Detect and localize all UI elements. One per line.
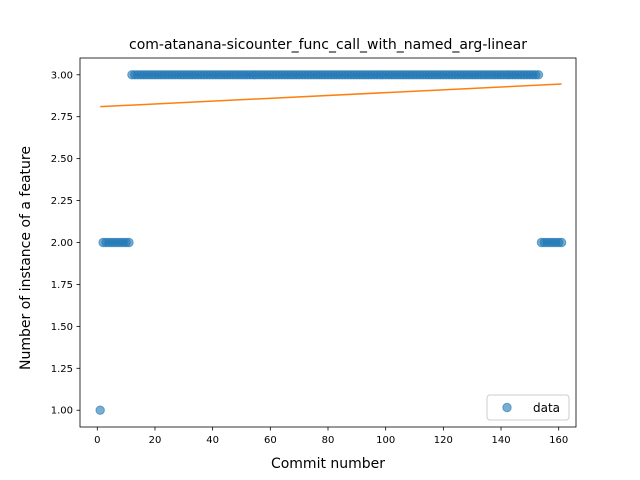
x-tick-label: 40 (206, 435, 219, 446)
data-point (533, 70, 544, 80)
legend-frame (486, 394, 570, 421)
data-point (95, 405, 105, 415)
series-data (95, 70, 567, 415)
y-axis-label: Number of instance of a feature (18, 146, 34, 370)
series-line (100, 83, 562, 108)
x-tick-label: 100 (376, 435, 395, 446)
x-tick-label: 60 (264, 435, 277, 446)
x-axis-label: Commit number (271, 456, 385, 472)
x-tick-label: 160 (549, 435, 568, 446)
y-tick-label: 1.50 (51, 322, 73, 333)
y-tick-label: 3.00 (51, 70, 73, 81)
y-tick-label: 2.50 (51, 154, 73, 165)
x-tick-label: 140 (491, 435, 510, 446)
legend-label: data (533, 401, 560, 415)
data-point (124, 237, 134, 248)
y-tick-label: 1.25 (51, 364, 73, 375)
x-tick-label: 0 (94, 435, 100, 446)
axes: 0 20 40 60 80 100 120 140 160 1.00 1.25 1.50 1.75 2.0… (51, 57, 577, 446)
y-tick-label: 2.75 (51, 112, 73, 123)
y-tick-label: 1.00 (51, 406, 73, 417)
legend: data (486, 394, 570, 421)
x-tick-label: 20 (149, 435, 162, 446)
y-tick-label: 2.00 (51, 238, 73, 249)
y-tick-label: 1.75 (51, 280, 73, 291)
legend-marker (502, 402, 512, 413)
plot-area (95, 70, 567, 415)
x-tick-label: 80 (322, 435, 335, 446)
chart-title: com-atanana-sicounter_func_call_with_nam… (129, 37, 527, 53)
data-point (556, 237, 567, 248)
y-tick-label: 2.25 (51, 196, 73, 207)
x-tick-label: 120 (434, 435, 453, 446)
